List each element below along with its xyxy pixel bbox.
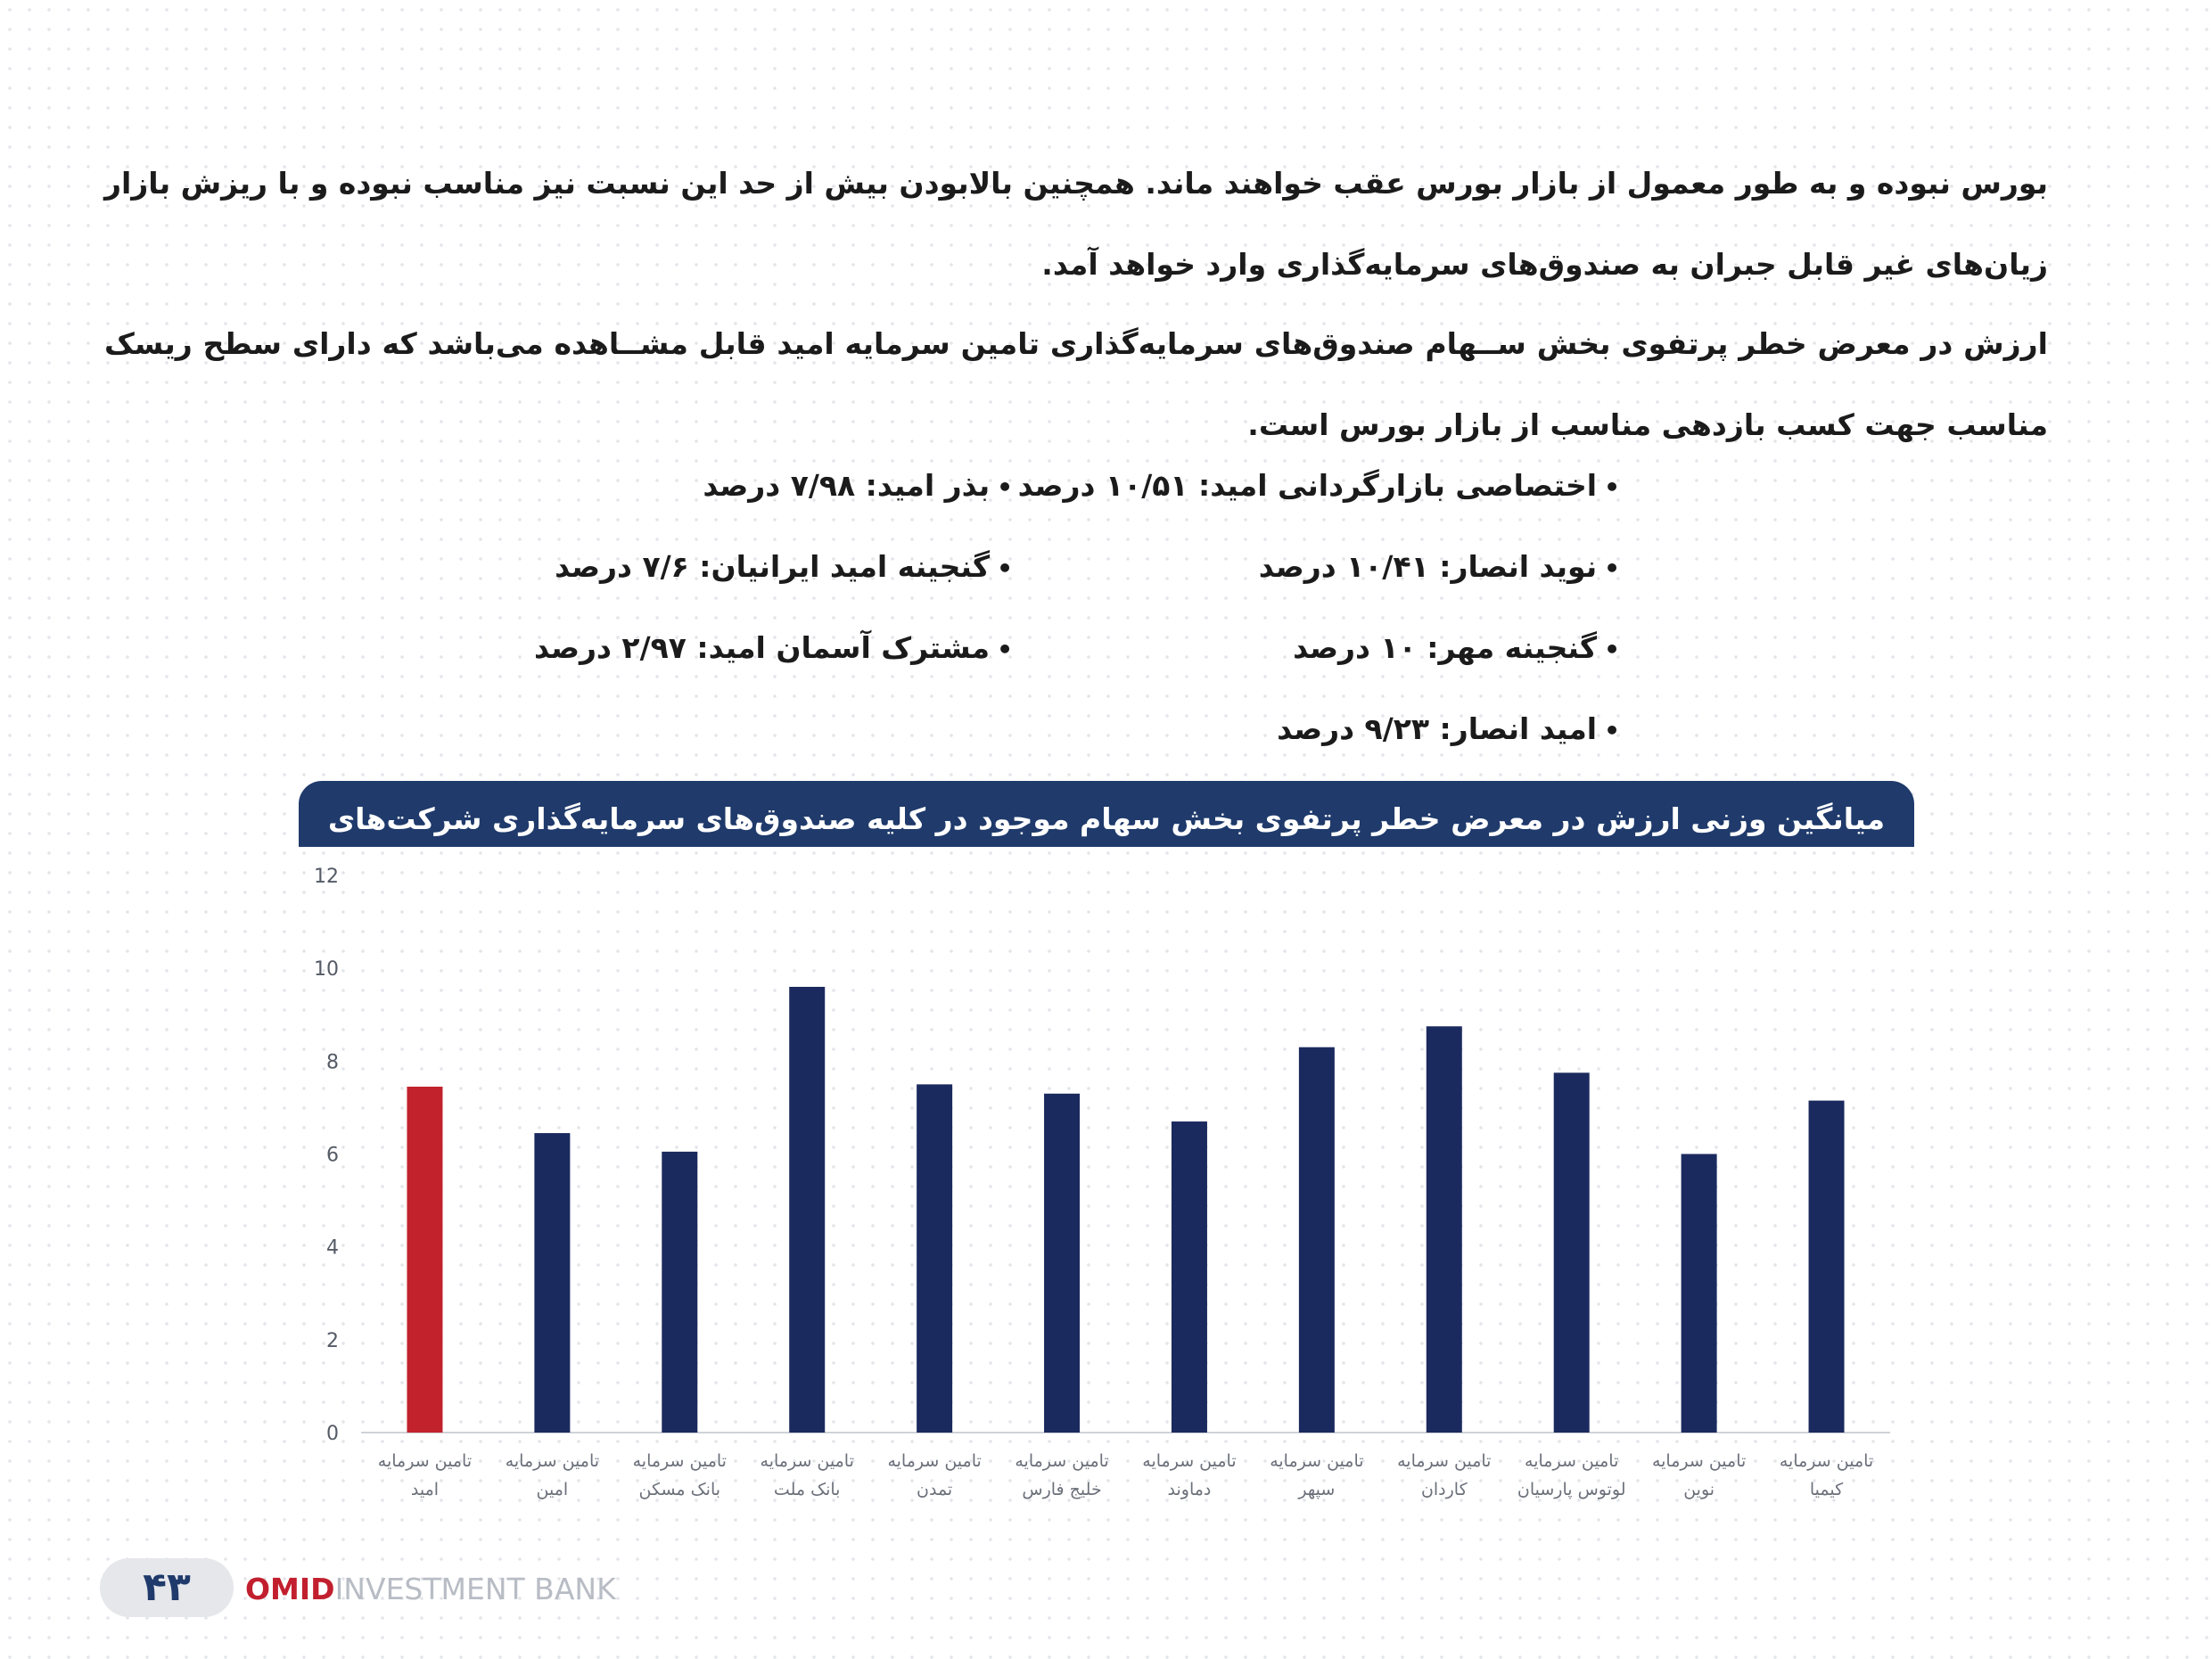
x-category-label: تامین سرمایه bbox=[506, 1451, 599, 1471]
x-category-label: تامین سرمایه bbox=[1652, 1451, 1746, 1471]
x-category-label: تامین سرمایه bbox=[761, 1451, 854, 1471]
bullet-item: گنجینه مهر: ۱۰ درصد bbox=[1293, 621, 1620, 675]
bar bbox=[1426, 1026, 1462, 1433]
x-category-label: لوتوس پارسیان bbox=[1517, 1480, 1626, 1499]
x-category-label: تمدن bbox=[917, 1480, 952, 1499]
y-tick-label: 6 bbox=[326, 1145, 339, 1167]
y-tick-label: 2 bbox=[326, 1330, 339, 1352]
bullet-item: نوید انصار: ۱۰/۴۱ درصد bbox=[1259, 540, 1620, 594]
x-category-label: تامین سرمایه bbox=[1780, 1451, 1873, 1471]
brand-logo-text: OMIDINVESTMENT BANK bbox=[245, 1567, 616, 1612]
bar bbox=[1171, 1121, 1207, 1433]
paragraph-2: ارزش در معرض خطر پرتفوی بخش ســهام صندوق… bbox=[104, 326, 2048, 442]
x-category-label: دماوند bbox=[1168, 1480, 1212, 1499]
y-tick-label: 8 bbox=[326, 1051, 339, 1073]
bar bbox=[662, 1151, 698, 1433]
x-category-label: نوین bbox=[1683, 1480, 1715, 1499]
bar bbox=[1553, 1072, 1590, 1433]
page-number-badge: ۴۳ bbox=[100, 1558, 234, 1617]
paragraph-1: بورس نبوده و به طور معمول از بازار بورس … bbox=[104, 166, 2048, 282]
brand-name-bold: OMID bbox=[245, 1572, 335, 1606]
bar bbox=[1681, 1154, 1717, 1433]
x-category-label: تامین سرمایه bbox=[1397, 1451, 1491, 1471]
x-category-label: خلیج فارس bbox=[1022, 1480, 1101, 1499]
x-category-label: تامین سرمایه bbox=[378, 1451, 472, 1471]
x-category-label: تامین سرمایه bbox=[1015, 1451, 1108, 1471]
x-category-label: امید bbox=[411, 1480, 439, 1499]
bullet-item: مشترک آسمان امید: ۲/۹۷ درصد bbox=[534, 621, 1013, 675]
bullet-list-left: بذر امید: ۷/۹۸ درصد گنجینه امید ایرانیان… bbox=[389, 459, 1013, 727]
brand-name-light: INVESTMENT BANK bbox=[334, 1572, 616, 1606]
bar bbox=[917, 1084, 953, 1433]
y-tick-label: 4 bbox=[326, 1237, 339, 1260]
x-category-label: تامین سرمایه bbox=[1525, 1451, 1618, 1471]
bar bbox=[534, 1133, 571, 1433]
x-category-label: تامین سرمایه bbox=[1270, 1451, 1363, 1471]
x-category-label: تامین سرمایه bbox=[1142, 1451, 1236, 1471]
chart-title-banner: میانگین وزنی ارزش در معرض خطر پرتفوی بخش… bbox=[299, 781, 1914, 847]
y-tick-label: 12 bbox=[314, 866, 339, 888]
x-category-label: بانک ملت bbox=[774, 1480, 841, 1499]
x-category-label: بانک مسکن bbox=[639, 1480, 721, 1499]
x-category-label: کاردان bbox=[1421, 1480, 1468, 1499]
chart-title: میانگین وزنی ارزش در معرض خطر پرتفوی بخش… bbox=[327, 801, 1886, 847]
bullet-item: بذر امید: ۷/۹۸ درصد bbox=[703, 459, 1013, 513]
bar bbox=[1044, 1093, 1081, 1433]
bullet-item: اختصاصی بازارگردانی امید: ۱۰/۵۱ درصد bbox=[1018, 459, 1620, 513]
y-tick-label: 0 bbox=[326, 1423, 339, 1445]
bar bbox=[789, 987, 826, 1433]
bullet-list-right: اختصاصی بازارگردانی امید: ۱۰/۵۱ درصد نوی… bbox=[996, 459, 1620, 746]
bullet-item: گنجینه امید ایرانیان: ۷/۶ درصد bbox=[555, 540, 1013, 594]
bullet-item: امید انصار: ۹/۲۳ درصد bbox=[1277, 702, 1620, 756]
y-tick-label: 10 bbox=[314, 958, 339, 981]
bar-chart: 0 2 4 6 8 10 12 تامین سرمایه امید تامین سرمایه امی… bbox=[314, 866, 1890, 1499]
x-category-label: تامین سرمایه bbox=[633, 1451, 727, 1471]
bar bbox=[407, 1086, 443, 1433]
page-number: ۴۳ bbox=[143, 1565, 191, 1610]
x-category-label: سپهر bbox=[1297, 1480, 1335, 1499]
x-category-label: تامین سرمایه bbox=[887, 1451, 981, 1471]
bar bbox=[1808, 1100, 1845, 1433]
x-category-label: امین bbox=[537, 1480, 569, 1499]
bar bbox=[1298, 1047, 1335, 1433]
x-category-label: کیمیا bbox=[1810, 1480, 1844, 1499]
